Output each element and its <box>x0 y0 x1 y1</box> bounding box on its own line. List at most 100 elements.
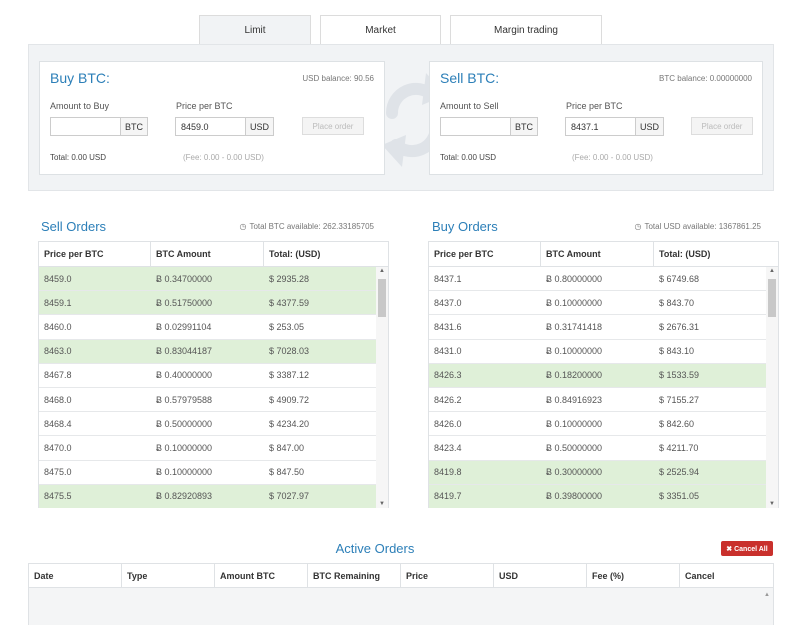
column-header: Price <box>401 564 494 587</box>
column-header: Price per BTC <box>39 242 151 266</box>
table-row[interactable]: 8460.0 Ƀ 0.02991104 $ 253.05 <box>39 315 376 340</box>
buy-price-label: Price per BTC <box>176 101 233 111</box>
table-row[interactable]: 8426.0 Ƀ 0.10000000 $ 842.60 <box>429 412 766 437</box>
cell-total: $ 843.10 <box>659 346 695 357</box>
table-row[interactable]: 8419.8 Ƀ 0.30000000 $ 2525.94 <box>429 460 766 485</box>
table-row[interactable]: 8437.1 Ƀ 0.80000000 $ 6749.68 <box>429 267 766 292</box>
sell-price-label: Price per BTC <box>566 101 623 111</box>
cell-total: $ 2676.31 <box>659 321 700 332</box>
table-row[interactable]: 8426.3 Ƀ 0.18200000 $ 1533.59 <box>429 363 766 388</box>
clock-icon: ◷ <box>634 222 642 231</box>
cell-price: 8437.0 <box>434 297 462 308</box>
sell-fee: (Fee: 0.00 - 0.00 USD) <box>572 153 653 162</box>
cell-amount: Ƀ 0.10000000 <box>546 297 603 308</box>
amount-to-buy-label: Amount to Buy <box>50 101 110 111</box>
cell-price: 8468.4 <box>44 418 72 429</box>
table-row[interactable]: 8426.2 Ƀ 0.84916923 $ 7155.27 <box>429 388 766 413</box>
buy-place-order-button[interactable]: Place order <box>302 117 364 135</box>
active-orders-body: ▲ <box>29 588 773 625</box>
tab-limit[interactable]: Limit <box>199 15 311 45</box>
cell-amount: Ƀ 0.84916923 <box>546 394 603 405</box>
trade-panel: Buy BTC: USD balance: 90.56 Amount to Bu… <box>28 44 774 191</box>
table-header: Date Type Amount BTC BTC Remaining Price USD F… <box>29 564 773 588</box>
buy-price-input[interactable] <box>175 117 246 136</box>
usd-available-text: Total USD available: 1367861.25 <box>644 222 761 231</box>
tab-margin-trading[interactable]: Margin trading <box>450 15 602 45</box>
btc-available: ◷ Total BTC available: 262.33185705 <box>239 222 374 231</box>
column-header: BTC Amount <box>151 242 264 266</box>
cell-price: 8419.7 <box>434 491 462 502</box>
table-row[interactable]: 8470.0 Ƀ 0.10000000 $ 847.00 <box>39 436 376 461</box>
amount-to-sell-group: BTC <box>440 117 538 136</box>
scroll-thumb[interactable] <box>768 279 776 317</box>
cell-total: $ 2935.28 <box>269 273 310 284</box>
table-row[interactable]: 8475.5 Ƀ 0.82920893 $ 7027.97 <box>39 484 376 508</box>
table-row[interactable]: 8467.8 Ƀ 0.40000000 $ 3387.12 <box>39 364 376 388</box>
cell-price: 8426.3 <box>434 370 462 381</box>
column-header: Cancel <box>685 570 715 581</box>
column-header: USD <box>494 564 587 587</box>
cell-price: 8470.0 <box>44 442 72 453</box>
cell-total: $ 2525.94 <box>659 467 700 478</box>
cell-total: $ 847.00 <box>269 442 305 453</box>
sell-place-order-button[interactable]: Place order <box>691 117 753 135</box>
cell-amount: Ƀ 0.40000000 <box>156 370 213 381</box>
table-row[interactable]: 8431.0 Ƀ 0.10000000 $ 843.10 <box>429 340 766 364</box>
scroll-down-icon[interactable]: ▼ <box>379 501 385 507</box>
table-row[interactable]: 8468.4 Ƀ 0.50000000 $ 4234.20 <box>39 412 376 437</box>
cancel-all-button[interactable]: ✖ Cancel All <box>721 541 773 556</box>
tab-market[interactable]: Market <box>320 15 441 45</box>
table-row[interactable]: 8459.0 Ƀ 0.34700000 $ 2935.28 <box>39 267 376 292</box>
column-header: BTC Amount <box>541 242 654 266</box>
table-row[interactable]: 8468.0 Ƀ 0.57979588 $ 4909.72 <box>39 388 376 413</box>
cell-total: $ 6749.68 <box>659 273 700 284</box>
cell-amount: Ƀ 0.50000000 <box>546 442 603 453</box>
cell-amount: Ƀ 0.39800000 <box>546 491 603 502</box>
scrollbar[interactable]: ▲ ▼ <box>376 267 388 508</box>
table-row[interactable]: 8459.1 Ƀ 0.51750000 $ 4377.59 <box>39 291 376 316</box>
cell-amount: Ƀ 0.10000000 <box>156 467 213 478</box>
sell-orders-table: Price per BTC BTC Amount Total: (USD) 84… <box>38 241 389 508</box>
cell-price: 8467.8 <box>44 370 72 381</box>
sell-title: Sell BTC: <box>440 70 500 86</box>
btc-available-text: Total BTC available: 262.33185705 <box>249 222 374 231</box>
cell-price: 8463.0 <box>44 346 72 357</box>
scroll-thumb[interactable] <box>378 279 386 317</box>
cell-total: $ 843.70 <box>659 297 695 308</box>
column-header: Price per BTC <box>429 242 541 266</box>
cell-total: $ 842.60 <box>659 418 695 429</box>
scroll-up-icon[interactable]: ▲ <box>769 268 775 274</box>
scroll-up-icon[interactable]: ▲ <box>764 592 770 598</box>
table-row[interactable]: 8475.0 Ƀ 0.10000000 $ 847.50 <box>39 461 376 485</box>
cell-total: $ 847.50 <box>269 467 305 478</box>
table-row[interactable]: 8423.4 Ƀ 0.50000000 $ 4211.70 <box>429 436 766 461</box>
scrollbar[interactable]: ▲ ▼ <box>766 267 778 508</box>
cell-total: $ 4909.72 <box>269 394 310 405</box>
scroll-down-icon[interactable]: ▼ <box>769 501 775 507</box>
cell-amount: Ƀ 0.34700000 <box>156 273 213 284</box>
cell-total: $ 7155.27 <box>659 394 700 405</box>
sell-form: Sell BTC: BTC balance: 0.00000000 Amount… <box>429 61 763 175</box>
cell-amount: Ƀ 0.83044187 <box>156 346 213 357</box>
buy-total: Total: 0.00 USD <box>50 153 107 162</box>
amount-to-buy-input[interactable] <box>50 117 121 136</box>
table-row[interactable]: 8419.7 Ƀ 0.39800000 $ 3351.05 <box>429 484 766 508</box>
cell-price: 8426.2 <box>434 394 462 405</box>
cell-amount: Ƀ 0.02991104 <box>156 321 212 332</box>
table-row[interactable]: 8431.6 Ƀ 0.31741418 $ 2676.31 <box>429 315 766 340</box>
cell-price: 8423.4 <box>434 442 462 453</box>
amount-to-sell-input[interactable] <box>440 117 511 136</box>
cell-amount: Ƀ 0.50000000 <box>156 418 213 429</box>
clock-icon: ◷ <box>239 222 247 231</box>
usd-balance: USD balance: 90.56 <box>302 74 374 83</box>
sell-price-input[interactable] <box>565 117 636 136</box>
cell-total: $ 4234.20 <box>269 418 310 429</box>
cell-amount: Ƀ 0.10000000 <box>156 442 213 453</box>
cell-price: 8459.0 <box>44 273 72 284</box>
table-row[interactable]: 8437.0 Ƀ 0.10000000 $ 843.70 <box>429 291 766 316</box>
cell-price: 8419.8 <box>434 467 462 478</box>
table-row[interactable]: 8463.0 Ƀ 0.83044187 $ 7028.03 <box>39 339 376 364</box>
cell-total: $ 253.05 <box>269 321 305 332</box>
cell-price: 8426.0 <box>434 418 462 429</box>
scroll-up-icon[interactable]: ▲ <box>379 268 385 274</box>
